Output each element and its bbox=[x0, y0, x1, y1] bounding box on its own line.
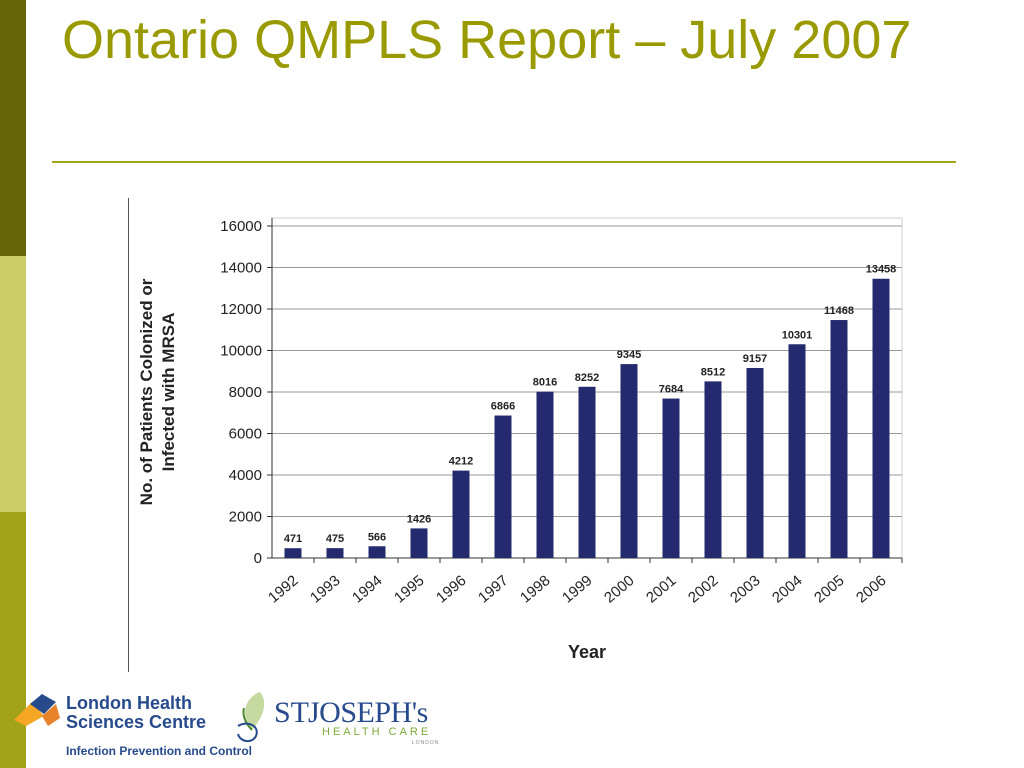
bar bbox=[578, 386, 596, 558]
y-tick-label: 6000 bbox=[229, 426, 262, 443]
bar bbox=[788, 344, 806, 558]
data-label: 4212 bbox=[449, 456, 473, 468]
bar bbox=[704, 381, 722, 558]
accent-bar-middle bbox=[0, 256, 26, 512]
bar bbox=[830, 320, 848, 558]
x-tick-label: 1997 bbox=[475, 572, 511, 606]
bar bbox=[410, 528, 428, 558]
y-tick-label: 0 bbox=[254, 550, 262, 567]
x-tick-label: 1999 bbox=[559, 572, 595, 606]
data-label: 475 bbox=[326, 533, 344, 545]
data-label: 8512 bbox=[701, 366, 725, 378]
bar bbox=[536, 391, 554, 558]
chart-left-border bbox=[128, 198, 129, 672]
y-axis-title-line: Infected with MRSA bbox=[159, 313, 178, 472]
x-tick-label: 2000 bbox=[601, 572, 637, 606]
bar bbox=[284, 548, 302, 558]
x-tick-label: 1995 bbox=[391, 572, 427, 606]
accent-bar-top bbox=[0, 0, 26, 256]
slide-title: Ontario QMPLS Report – July 2007 bbox=[62, 10, 912, 70]
x-tick-label: 2005 bbox=[811, 572, 847, 606]
lhsc-logo: London Health Sciences Centre Infection … bbox=[12, 688, 282, 768]
bar bbox=[368, 546, 386, 558]
x-tick-label: 2002 bbox=[685, 572, 721, 606]
y-tick-label: 12000 bbox=[220, 301, 262, 318]
stj-city: LONDON bbox=[412, 740, 440, 746]
x-tick-label: 1998 bbox=[517, 572, 553, 606]
lhsc-subtitle: Infection Prevention and Control bbox=[66, 744, 253, 758]
x-tick-label: 1992 bbox=[265, 572, 301, 606]
data-label: 8252 bbox=[575, 372, 599, 384]
x-tick-label: 1994 bbox=[349, 572, 385, 606]
data-label: 9157 bbox=[743, 353, 767, 365]
x-tick-label: 2001 bbox=[643, 572, 679, 606]
mrsa-bar-chart: 0 2000 4000 6000 8000 10000 12000 14000 16000 471… bbox=[137, 217, 903, 662]
accent-bar-bottom bbox=[0, 512, 26, 768]
x-tick-label: 2006 bbox=[853, 572, 889, 606]
bar bbox=[662, 398, 680, 558]
lhsc-name: London Health Sciences Centre bbox=[66, 693, 207, 732]
lhsc-emblem-icon bbox=[14, 694, 60, 726]
y-tick-label: 2000 bbox=[229, 509, 262, 526]
data-label: 8016 bbox=[533, 377, 557, 389]
data-label: 13458 bbox=[866, 264, 897, 276]
data-label: 10301 bbox=[782, 329, 813, 341]
data-label: 471 bbox=[284, 533, 302, 545]
title-divider bbox=[52, 161, 956, 163]
x-tick-label: 1996 bbox=[433, 572, 469, 606]
y-tick-label: 10000 bbox=[220, 343, 262, 360]
data-label: 566 bbox=[368, 531, 386, 543]
y-tick-label: 4000 bbox=[229, 467, 262, 484]
bar bbox=[452, 470, 470, 558]
bar bbox=[746, 367, 764, 558]
leaf-icon bbox=[237, 692, 265, 742]
bar bbox=[872, 278, 890, 558]
x-tick-label: 2003 bbox=[727, 572, 763, 606]
data-label: 1426 bbox=[407, 513, 431, 525]
data-label: 9345 bbox=[617, 349, 641, 361]
y-tick-label: 14000 bbox=[220, 260, 262, 277]
stj-tagline: HEALTH CARE bbox=[322, 726, 432, 738]
y-tick-label: 8000 bbox=[229, 384, 262, 401]
x-tick-label: 2004 bbox=[769, 572, 805, 606]
y-axis-title-line: No. of Patients Colonized or bbox=[137, 278, 156, 505]
bar bbox=[326, 548, 344, 558]
y-axis-title: No. of Patients Colonized or Infected wit… bbox=[137, 278, 178, 505]
stj-name: JOSEPH's bbox=[308, 696, 428, 729]
data-label: 7684 bbox=[659, 384, 684, 396]
data-label: 6866 bbox=[491, 401, 515, 413]
bar bbox=[620, 364, 638, 558]
data-label: 11468 bbox=[824, 305, 854, 317]
x-axis-title: Year bbox=[568, 642, 606, 662]
st-josephs-logo: ST JOSEPH's HEALTH CARE LONDON bbox=[230, 686, 444, 746]
x-tick-label: 1993 bbox=[307, 572, 343, 606]
y-tick-label: 16000 bbox=[220, 218, 262, 235]
stj-st: ST bbox=[274, 696, 310, 729]
bar bbox=[494, 415, 512, 558]
